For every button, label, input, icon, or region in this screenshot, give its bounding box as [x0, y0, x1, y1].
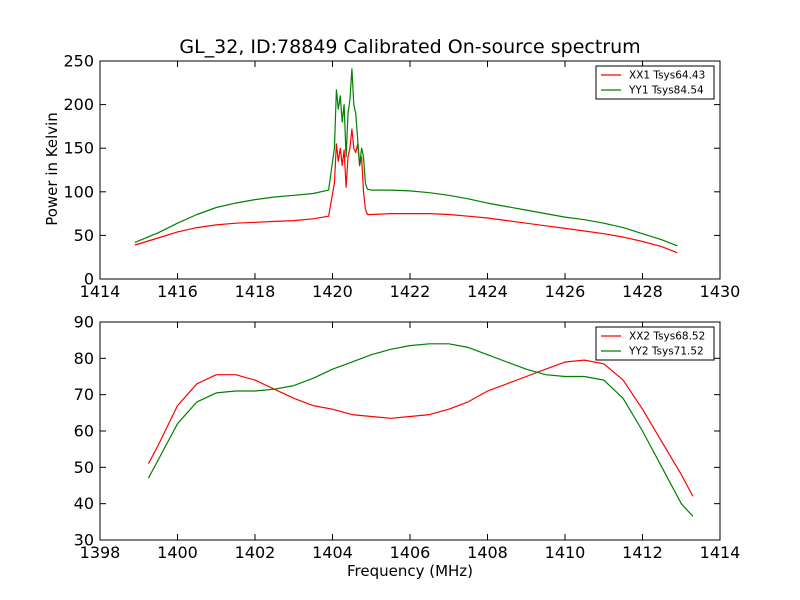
legend: XX2 Tsys68.52 YY2 Tsys71.52 [595, 326, 715, 361]
series-line-1 [147, 359, 694, 497]
spectrum-panel-top: 1414 1416 1418 1420 1422 1424 1426 1428 1430 0 50 1… [63, 52, 740, 302]
y-tick-label: 50 [74, 458, 94, 477]
x-tick-label: 1420 [312, 282, 353, 301]
legend-box [595, 326, 715, 361]
x-tick-label: 1416 [157, 282, 198, 301]
x-tick-label: 1428 [622, 282, 663, 301]
x-tick-label: 1406 [390, 543, 431, 562]
x-tick-label: 1414 [80, 282, 121, 301]
y-tick-label: 150 [63, 139, 94, 158]
x-tick-label: 1404 [312, 543, 353, 562]
spectrum-panel-bottom: 1398 1400 1402 1404 1406 1408 1410 1412 1414 30 40… [74, 313, 741, 563]
x-tick-label: 1426 [545, 282, 586, 301]
y-tick-label: 100 [63, 182, 94, 201]
x-tick-label: 1422 [390, 282, 431, 301]
chart-title: GL_32, ID:78849 Calibrated On-source spe… [179, 36, 640, 58]
y-tick-label: 200 [63, 95, 94, 114]
y-tick-label: 30 [74, 531, 94, 550]
y-tick-label: 90 [74, 313, 94, 332]
legend-box [595, 65, 715, 100]
x-tick-label: 1414 [700, 543, 741, 562]
y-tick-label: 50 [74, 226, 94, 245]
legend-label: YY1 Tsys84.54 [628, 85, 704, 97]
x-tick-label: 1418 [235, 282, 276, 301]
y-tick-label: 80 [74, 349, 94, 368]
x-axis-label: Frequency (MHz) [347, 562, 473, 580]
x-tick-label: 1410 [545, 543, 586, 562]
x-tick-label: 1424 [467, 282, 508, 301]
y-tick-label: 250 [63, 52, 94, 71]
series-line-1 [134, 128, 678, 254]
y-tick-label: 70 [74, 385, 94, 404]
y-tick-label: 40 [74, 494, 94, 513]
legend: XX1 Tsys64.43 YY1 Tsys84.54 [595, 65, 715, 100]
x-tick-label: 1400 [157, 543, 198, 562]
y-tick-label: 60 [74, 422, 94, 441]
y-axis-label: Power in Kelvin [43, 112, 61, 226]
x-tick-label: 1430 [700, 282, 741, 301]
legend-label: XX1 Tsys64.43 [629, 70, 705, 82]
series-line-2 [147, 343, 694, 517]
x-tick-label: 1412 [622, 543, 663, 562]
legend-label: XX2 Tsys68.52 [629, 331, 705, 343]
series-line-2 [134, 68, 678, 247]
legend-label: YY2 Tsys71.52 [628, 346, 704, 358]
x-tick-label: 1398 [80, 543, 121, 562]
y-tick-label: 0 [84, 270, 94, 289]
x-tick-label: 1402 [235, 543, 276, 562]
x-tick-label: 1408 [467, 543, 508, 562]
